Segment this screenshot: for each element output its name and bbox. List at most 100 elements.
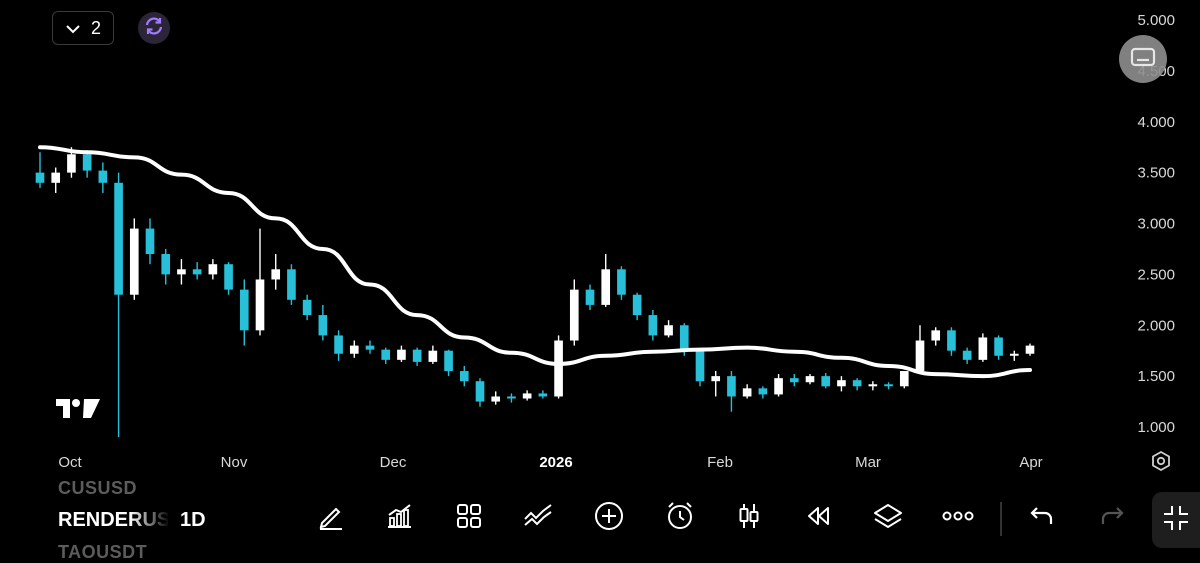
replay-button[interactable]: [800, 500, 836, 536]
layouts-button[interactable]: [451, 500, 487, 536]
candle-body: [412, 349, 422, 362]
candle: [397, 345, 406, 362]
candle: [145, 218, 155, 265]
candle-body: [931, 330, 941, 341]
undo-icon: [1028, 502, 1056, 535]
previous-symbol[interactable]: CUSUSD: [58, 478, 138, 498]
alert-button[interactable]: [662, 500, 698, 536]
candle: [287, 264, 296, 305]
bottom-toolbar: CUSUSD RENDERUSD TAOUSDT 1D: [0, 478, 1200, 562]
price-axis[interactable]: 5.0004.5004.0003.5003.0002.5002.0001.500…: [1137, 12, 1175, 436]
next-symbol[interactable]: TAOUSDT: [58, 542, 148, 562]
symbol-fade: [130, 500, 170, 540]
candle: [868, 381, 878, 391]
candle-body: [129, 228, 139, 295]
candle-body: [428, 350, 438, 362]
candle-body: [114, 182, 123, 295]
add-icon: [593, 500, 625, 537]
candle-body: [98, 170, 108, 183]
chart-type-button[interactable]: [731, 500, 767, 536]
candle-body: [287, 269, 296, 300]
candle: [491, 391, 501, 405]
candle-body: [444, 350, 453, 372]
candle-body: [648, 315, 658, 336]
candle-body: [522, 393, 532, 399]
candle-body: [711, 376, 721, 382]
candle-body: [145, 228, 155, 255]
screen-toggle-button[interactable]: [1119, 35, 1167, 83]
candle: [852, 378, 862, 391]
candle: [349, 340, 359, 358]
layers-button[interactable]: [870, 500, 906, 536]
candle: [648, 309, 658, 341]
candle: [695, 347, 705, 387]
candle: [334, 330, 343, 361]
interval-count-button[interactable]: 2: [52, 11, 114, 45]
add-button[interactable]: [591, 500, 627, 536]
time-tick-label: 2026: [539, 454, 572, 471]
fullscreen-icon: [1161, 503, 1191, 538]
candle-body: [569, 289, 579, 341]
candle: [727, 371, 736, 412]
timeframe-selector[interactable]: 1D: [180, 509, 206, 531]
redo-button[interactable]: [1094, 500, 1130, 536]
price-chart[interactable]: 5.0004.5004.0003.5003.0002.5002.0001.500…: [0, 0, 1200, 480]
candle: [962, 347, 972, 364]
indicators-button[interactable]: [381, 500, 417, 536]
candle-body: [601, 269, 611, 305]
price-tick-label: 1.000: [1137, 419, 1175, 436]
time-axis[interactable]: Oct Nov Dec 2026 Feb Mar Apr: [58, 454, 1042, 471]
candle: [742, 384, 752, 399]
candle: [82, 150, 92, 178]
candle: [884, 382, 893, 390]
candle-body: [821, 376, 831, 387]
candle: [837, 376, 846, 392]
candle-body: [491, 396, 501, 402]
chart-settings-button[interactable]: [1148, 450, 1174, 476]
trendline-button[interactable]: [520, 500, 556, 536]
alert-icon: [664, 500, 696, 537]
candle-body: [868, 384, 878, 387]
candle: [821, 373, 831, 389]
candle-body: [774, 378, 783, 395]
price-tick-label: 2.000: [1137, 317, 1175, 334]
candle: [601, 254, 611, 307]
candle: [475, 378, 485, 407]
replay-icon: [803, 501, 833, 536]
price-tick-label: 1.500: [1137, 368, 1175, 385]
candle: [271, 254, 281, 290]
candle: [318, 304, 328, 341]
candle-body: [224, 264, 233, 290]
candle: [617, 266, 626, 300]
candle-body: [947, 330, 956, 351]
candle-body: [554, 340, 563, 397]
sync-button[interactable]: [138, 12, 170, 44]
trendline-icon: [522, 501, 554, 536]
candle-body: [679, 325, 689, 351]
fullscreen-button[interactable]: [1152, 492, 1200, 548]
candle-body: [664, 325, 673, 336]
price-tick-label: 5.000: [1137, 12, 1175, 29]
candle: [1025, 343, 1035, 356]
indicators-icon: [384, 501, 414, 536]
time-tick-label: Mar: [855, 454, 881, 471]
candle-body: [208, 264, 218, 275]
price-tick-label: 3.500: [1137, 165, 1175, 182]
candle: [585, 284, 595, 310]
undo-button[interactable]: [1024, 500, 1060, 536]
candle: [774, 374, 783, 397]
candle-body: [82, 154, 92, 171]
candle-body: [475, 381, 485, 402]
candle-body: [805, 376, 815, 383]
candle-body: [852, 380, 862, 387]
candle-body: [459, 371, 469, 382]
candle-body: [632, 294, 642, 316]
price-tick-label: 4.000: [1137, 114, 1175, 131]
candle-series: [35, 147, 1035, 438]
more-button[interactable]: [940, 500, 976, 536]
candle: [664, 320, 673, 338]
draw-button[interactable]: [313, 500, 349, 536]
candle: [947, 327, 956, 356]
candle-body: [51, 172, 61, 183]
candle-body: [742, 388, 752, 397]
